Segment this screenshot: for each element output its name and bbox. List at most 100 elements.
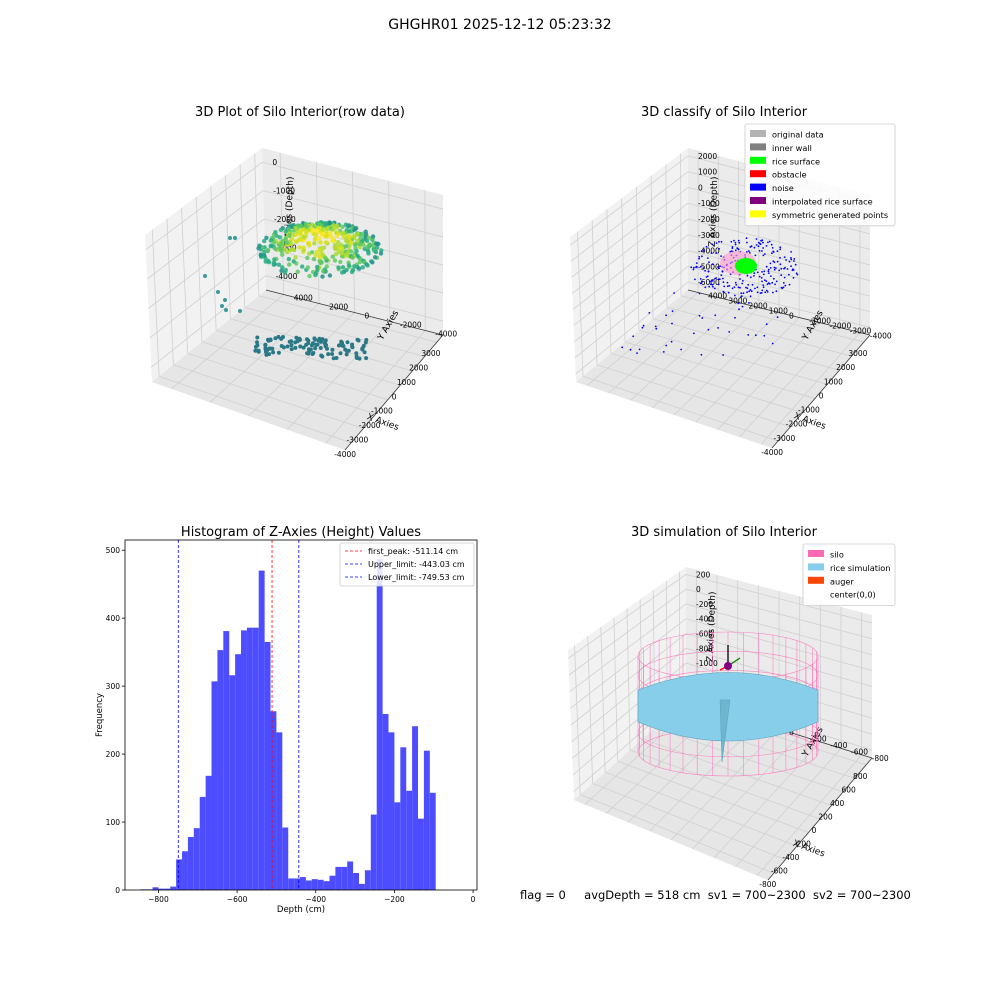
grid-line — [574, 266, 689, 359]
legend-frame — [339, 542, 475, 587]
noise-point — [776, 260, 779, 263]
noise-point — [761, 289, 764, 292]
histogram-bar — [394, 802, 401, 890]
noise-point — [767, 270, 770, 273]
legend-label: interpolated rice surface — [772, 197, 873, 207]
noise-point — [705, 245, 708, 248]
x-tick-label: 200 — [818, 812, 833, 821]
data-point — [328, 231, 333, 236]
data-point — [324, 234, 329, 239]
data-point — [293, 255, 298, 260]
data-point — [340, 270, 345, 275]
noise-point — [778, 269, 781, 272]
grid-line — [571, 647, 687, 742]
noise-point — [782, 286, 785, 289]
data-point — [291, 259, 296, 264]
noise-point — [767, 268, 770, 271]
data-point — [293, 226, 298, 231]
legend-label: auger — [830, 576, 854, 586]
legend-swatch — [808, 563, 824, 571]
noise-point — [704, 286, 707, 289]
data-point — [288, 248, 293, 253]
data-point — [297, 231, 302, 236]
data-point — [372, 255, 378, 260]
back-pane — [568, 567, 686, 800]
data-point — [283, 267, 288, 273]
data-point — [269, 243, 274, 248]
data-point — [277, 245, 282, 250]
rice-surface-region — [735, 258, 757, 274]
noise-point — [758, 275, 761, 278]
noise-point — [773, 268, 776, 271]
data-point — [353, 242, 359, 247]
noise-point — [755, 238, 758, 240]
noise-point — [749, 289, 752, 291]
data-point — [346, 240, 351, 245]
histogram-bar — [193, 828, 200, 890]
x-tick-label: -4000 — [334, 450, 356, 459]
data-point — [284, 249, 290, 255]
data-point — [304, 224, 309, 229]
y-tick-label: -400 — [830, 741, 847, 750]
data-point — [256, 349, 261, 354]
noise-point — [775, 280, 778, 283]
grid-line — [630, 302, 739, 401]
grid-line — [571, 187, 689, 278]
histogram-bar — [282, 827, 289, 890]
noise-point — [746, 274, 749, 277]
legend-frame — [802, 543, 896, 606]
grid-line — [687, 234, 871, 281]
z-tick-label: 0 — [696, 585, 701, 594]
data-point — [268, 346, 273, 351]
noise-point — [788, 260, 791, 263]
data-point — [357, 259, 363, 265]
noise-point — [762, 286, 765, 289]
z-tick-label: -1000 — [698, 199, 720, 208]
noise-point — [761, 250, 763, 252]
noise-point — [734, 316, 736, 319]
noise-point — [762, 254, 765, 257]
data-point — [333, 246, 338, 252]
data-point — [360, 265, 365, 270]
z-tick-label: -800 — [696, 644, 713, 653]
noise-point — [738, 241, 741, 244]
data-point — [320, 337, 325, 342]
panel-title: 3D simulation of Silo Interior — [631, 525, 818, 540]
noise-point — [673, 292, 675, 294]
noise-point — [762, 241, 764, 244]
data-point — [333, 242, 338, 248]
noise-point — [737, 239, 740, 242]
noise-point — [680, 348, 682, 351]
data-point — [301, 235, 307, 240]
noise-point — [727, 291, 730, 294]
data-point — [289, 241, 294, 247]
noise-point — [712, 263, 714, 266]
grid-line — [265, 275, 444, 322]
noise-point — [757, 245, 760, 248]
data-point — [278, 227, 284, 233]
noise-point — [760, 277, 763, 279]
z-tick-label: 0 — [272, 158, 277, 167]
legend-label: symmetric generated points — [772, 210, 888, 220]
legend-swatch — [750, 197, 766, 204]
data-point — [361, 343, 366, 348]
data-point — [264, 352, 269, 357]
noise-point — [711, 283, 714, 286]
grid-line — [575, 281, 689, 375]
x-tick-label: -4000 — [761, 448, 783, 457]
z-tick-label: -200 — [696, 600, 713, 609]
histogram-bar — [241, 630, 247, 890]
data-point — [301, 345, 306, 350]
noise-point — [742, 292, 745, 295]
data-point — [273, 336, 278, 341]
noise-point — [769, 267, 772, 269]
y-tick-label: 4000 — [708, 292, 727, 301]
data-point — [350, 344, 355, 349]
data-point — [310, 341, 315, 346]
grid-line — [608, 297, 719, 394]
noise-point — [739, 278, 741, 280]
data-point — [366, 235, 371, 240]
data-point — [277, 235, 282, 240]
noise-point — [718, 278, 720, 281]
